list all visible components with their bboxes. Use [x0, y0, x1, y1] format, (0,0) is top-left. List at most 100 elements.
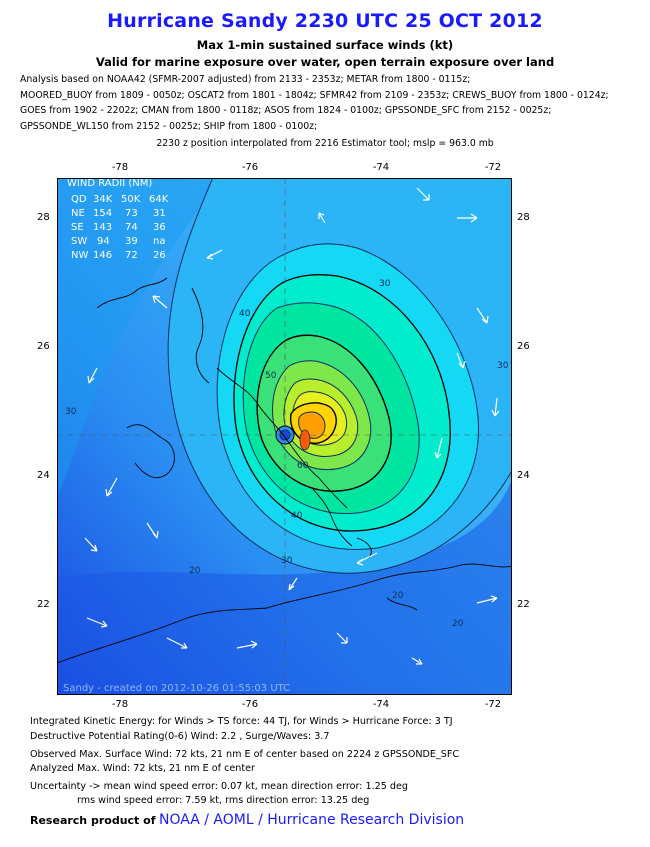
wind-radii-cell: 94 — [97, 236, 110, 247]
wind-radii-cell: 154 — [93, 208, 112, 219]
coastline-exuma — [216, 367, 348, 509]
contour-label: 30 — [281, 556, 293, 566]
wind-radii-cell: 73 — [125, 208, 138, 219]
coastlines — [57, 277, 512, 664]
wind-arrow — [166, 637, 188, 649]
lat-tick-left: 28 — [37, 212, 50, 223]
rms-error-line: rms wind speed error: 7.59 kt, rms direc… — [77, 795, 370, 806]
contour-label: 40 — [239, 309, 251, 319]
wind-arrow — [356, 552, 378, 566]
lon-tick-top: -72 — [484, 162, 502, 173]
wind-arrow — [434, 437, 443, 459]
analysis-sources: Analysis based on NOAA42 (SFMR-2007 adju… — [20, 72, 640, 134]
wind-arrow — [236, 640, 258, 649]
lon-tick-bottom: -74 — [372, 699, 390, 710]
wind-radii-title: WIND RADII (NM) — [67, 178, 152, 189]
coastline-cuba-west — [57, 607, 268, 664]
contour-label: 40 — [291, 511, 303, 521]
lon-tick-bottom: -76 — [241, 699, 259, 710]
lon-tick-top: -78 — [111, 162, 129, 173]
lat-tick-left: 24 — [37, 470, 50, 481]
coastline-eleuthera — [191, 287, 210, 384]
wind-arrow — [476, 595, 498, 604]
wind-arrow — [206, 249, 223, 260]
lon-tick-bottom: -72 — [484, 699, 502, 710]
observed-max-wind: Observed Max. Surface Wind: 72 kts, 21 n… — [30, 749, 460, 760]
wind-arrow — [84, 537, 98, 552]
lat-tick-right: 22 — [517, 599, 530, 610]
wind-arrow — [146, 522, 159, 539]
research-org: NOAA / AOML / Hurricane Research Divisio… — [158, 812, 465, 828]
analysis-line: MOORED_BUOY from 1809 - 0050z; OSCAT2 fr… — [20, 89, 609, 101]
wind-arrow — [318, 212, 326, 224]
uncertainty-line: Uncertainty -> mean wind speed error: 0.… — [30, 781, 409, 792]
research-credit: Research product of NOAA / AOML / Hurric… — [30, 812, 464, 828]
page-title: Hurricane Sandy 2230 UTC 25 OCT 2012 — [107, 10, 543, 32]
contour-label: 30 — [497, 361, 509, 371]
wind-arrow — [456, 352, 466, 369]
low-wind-band — [57, 178, 217, 498]
lat-tick-right: 28 — [517, 212, 530, 223]
analysis-line: GOES from 1902 - 2202z; CMAN from 1800 -… — [20, 105, 552, 117]
wind-radii-cell: 72 — [125, 250, 138, 261]
max-wind-core — [299, 429, 311, 451]
wind-radii-cell: 36 — [153, 222, 166, 233]
coastline-islet — [386, 597, 418, 611]
wind-radii-header: 50K — [121, 194, 141, 205]
analysis-line: Analysis based on NOAA42 (SFMR-2007 adju… — [20, 74, 471, 85]
wind-arrow — [105, 477, 118, 497]
position-note: 2230 z position interpolated from 2216 E… — [156, 138, 494, 149]
wind-arrow — [288, 577, 298, 591]
wind-radii-cell: NW — [71, 250, 88, 261]
contour-label: 20 — [392, 591, 404, 601]
contour-label: 50 — [265, 371, 277, 381]
wind-arrow — [411, 657, 423, 665]
contour-label: 20 — [189, 566, 201, 576]
analyzed-max-wind: Analyzed Max. Wind: 72 kts, 21 nm E of c… — [30, 763, 255, 774]
wind-arrow — [491, 397, 500, 417]
wind-radii-header: 34K — [93, 194, 113, 205]
subtitle-exposure: Valid for marine exposure over water, op… — [95, 55, 555, 69]
analysis-line: GPSSONDE_WL150 from 2152 - 0025z; SHIP f… — [20, 120, 318, 132]
wind-radii-cell: 39 — [125, 236, 138, 247]
wind-arrow — [86, 617, 108, 628]
research-prefix: Research product of — [30, 814, 156, 827]
lat-tick-right: 24 — [517, 470, 530, 481]
contour-label: 30 — [379, 279, 391, 289]
map-credit: Sandy - created on 2012-10-26 01:55:03 U… — [63, 683, 290, 694]
wind-arrow — [336, 632, 348, 644]
coastline-cuba — [266, 563, 512, 609]
wind-radii-cell: 26 — [153, 250, 166, 261]
lon-tick-top: -74 — [372, 162, 390, 173]
coastline-abaco — [96, 277, 168, 309]
lat-tick-right: 26 — [517, 341, 530, 352]
coastline-andros — [126, 424, 175, 479]
wind-vectors — [84, 187, 500, 665]
ike-line: Integrated Kinetic Energy: for Winds > T… — [30, 716, 453, 727]
wind-arrow — [87, 367, 98, 384]
contour-label: 20 — [452, 619, 464, 629]
wind-arrow — [476, 307, 489, 324]
subtitle-winds: Max 1-min sustained surface winds (kt) — [196, 38, 454, 52]
wind-arrow — [457, 213, 478, 223]
wind-radii-cell: 31 — [153, 208, 166, 219]
wind-arrow — [416, 187, 430, 201]
wind-radii-table: WIND RADII (NM) QD 34K 50K 64K NE 154 73… — [67, 178, 169, 261]
wind-radii-header: 64K — [149, 194, 169, 205]
wind-arrow — [152, 295, 168, 309]
contour-label: 30 — [65, 407, 77, 417]
lon-tick-top: -76 — [241, 162, 259, 173]
wind-radii-cell: 146 — [93, 250, 112, 261]
wind-radii-cell: SW — [71, 236, 87, 247]
lat-tick-left: 26 — [37, 341, 50, 352]
contour-label: 60 — [297, 461, 309, 471]
wind-radii-cell: NE — [71, 208, 85, 219]
coastline-long-island — [311, 487, 353, 547]
wind-field-map: 30 40 50 60 40 30 20 30 20 30 20 WIND RA… — [57, 178, 512, 695]
map-frame — [57, 178, 512, 695]
wind-radii-cell: na — [153, 236, 165, 247]
wind-radii-cell: SE — [71, 222, 84, 233]
wind-radii-cell: 74 — [125, 222, 138, 233]
low-wind-band-south — [57, 478, 512, 695]
lat-tick-left: 22 — [37, 599, 50, 610]
